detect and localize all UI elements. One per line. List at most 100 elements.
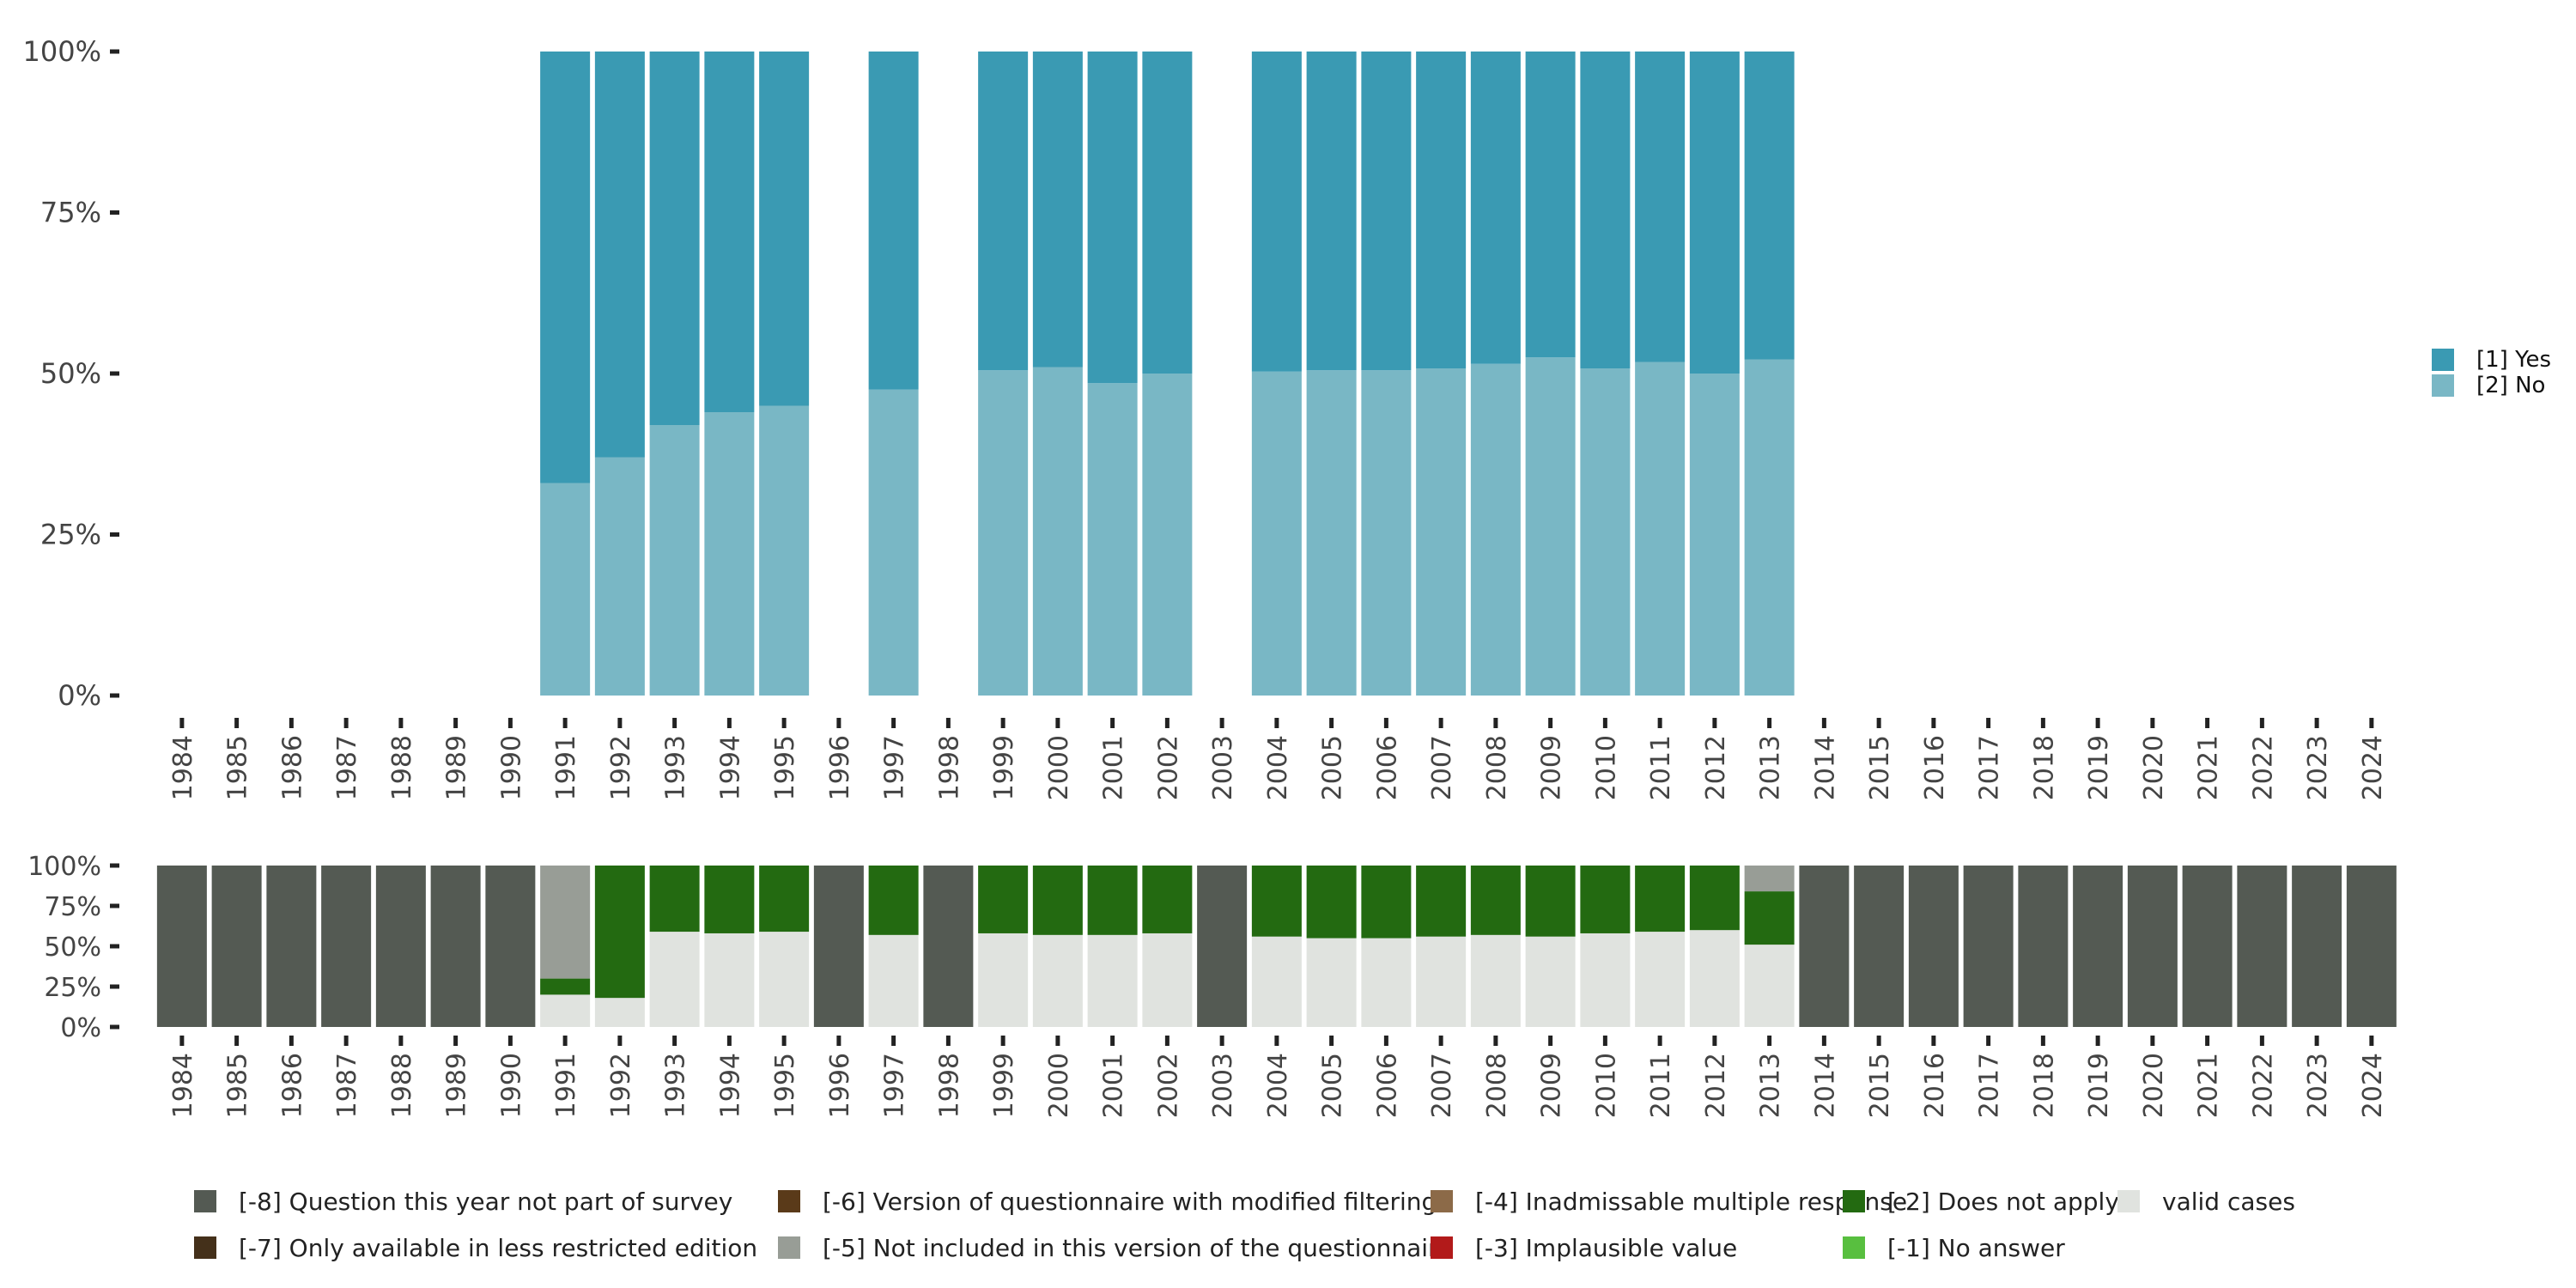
y-tick-label: 75% <box>40 197 101 229</box>
legend-label: [2] No <box>2476 373 2546 398</box>
bar-segment-1992-s0 <box>594 998 645 1027</box>
legend-label: [-6] Version of questionnaire with modif… <box>823 1187 1437 1216</box>
bar-segment-1994-s1 <box>704 52 755 412</box>
bar-segment-2013-s1 <box>1744 52 1795 360</box>
legend-item: [-2] Does not apply <box>1843 1188 2119 1216</box>
x-tick-label-2022: 2022 <box>2248 1053 2278 1118</box>
legend-item: [-4] Inadmissable multiple response <box>1431 1188 1907 1216</box>
x-tick-label-1988: 1988 <box>387 1053 417 1118</box>
x-tick-label-2018: 2018 <box>2029 735 2059 800</box>
x-tick-label-2006: 2006 <box>1372 1053 1402 1118</box>
bar-segment-2011-s0 <box>1635 361 1686 696</box>
x-tick-label-2003: 2003 <box>1208 735 1238 800</box>
bar-segment-1999-s1 <box>978 866 1029 933</box>
bar-segment-2005-s1 <box>1306 866 1357 939</box>
x-tick-label-1987: 1987 <box>332 735 362 800</box>
x-tick-label-1994: 1994 <box>715 735 745 800</box>
x-tick-label-2004: 2004 <box>1263 735 1293 800</box>
bottom-legend: [-8] Question this year not part of surv… <box>194 1178 2512 1271</box>
x-tick-label-2021: 2021 <box>2194 1053 2224 1118</box>
legend-label: [-7] Only available in less restricted e… <box>239 1233 758 1262</box>
x-tick-label-1996: 1996 <box>825 1053 855 1118</box>
x-tick-label-2005: 2005 <box>1318 735 1348 800</box>
x-tick-label-1997: 1997 <box>880 735 910 800</box>
y-tick-label: 100% <box>27 852 101 882</box>
bar-segment-2009-s1 <box>1525 52 1576 358</box>
x-tick-label-1999: 1999 <box>989 735 1019 800</box>
bar-segment-2007-s1 <box>1416 866 1467 937</box>
bar-segment-1997-s1 <box>868 866 919 935</box>
bar-segment-2024-s3 <box>2346 866 2397 1027</box>
x-tick-label-2012: 2012 <box>1701 735 1731 800</box>
x-tick-label-2020: 2020 <box>2139 735 2169 800</box>
bar-segment-1991-s2 <box>540 866 591 979</box>
bar-segment-1995-s1 <box>759 52 810 406</box>
bar-segment-1992-s1 <box>594 52 645 458</box>
x-tick-label-1987: 1987 <box>332 1053 362 1118</box>
bar-segment-2004-s1 <box>1251 52 1302 372</box>
x-tick-label-1991: 1991 <box>551 735 581 800</box>
legend-swatch <box>1843 1236 1865 1259</box>
x-tick-label-1989: 1989 <box>442 735 472 800</box>
bar-segment-1999-s0 <box>978 370 1029 696</box>
legend-label: [-3] Implausible value <box>1475 1233 1738 1262</box>
bar-segment-2006-s1 <box>1361 52 1412 371</box>
bar-segment-2014-s3 <box>1799 866 1850 1027</box>
x-tick-label-1988: 1988 <box>387 735 417 800</box>
bar-segment-2000-s0 <box>1032 934 1083 1027</box>
x-tick-label-1995: 1995 <box>770 735 800 800</box>
bar-segment-2011-s1 <box>1635 52 1686 362</box>
bar-segment-2005-s0 <box>1306 370 1357 696</box>
x-tick-label-1998: 1998 <box>934 735 964 800</box>
x-tick-label-1986: 1986 <box>277 735 307 800</box>
bar-segment-1997-s0 <box>868 389 919 696</box>
x-tick-label-2021: 2021 <box>2194 735 2224 800</box>
x-tick-label-1995: 1995 <box>770 1053 800 1118</box>
legend-item: [1] Yes <box>2432 347 2551 373</box>
bar-segment-2018-s3 <box>2018 866 2069 1027</box>
x-tick-label-2024: 2024 <box>2358 735 2388 800</box>
x-tick-label-2009: 2009 <box>1537 735 1567 800</box>
bar-segment-2010-s0 <box>1580 368 1631 696</box>
x-tick-label-1989: 1989 <box>442 1053 472 1118</box>
bar-segment-2006-s0 <box>1361 938 1412 1027</box>
x-tick-label-1984: 1984 <box>168 735 198 800</box>
bar-segment-2006-s1 <box>1361 866 1412 939</box>
bar-segment-2010-s1 <box>1580 52 1631 368</box>
bar-segment-1991-s1 <box>540 52 591 483</box>
x-tick-label-2016: 2016 <box>1920 735 1950 800</box>
bar-segment-2010-s0 <box>1580 933 1631 1027</box>
bar-segment-2008-s0 <box>1470 934 1521 1027</box>
bar-segment-2001-s0 <box>1087 383 1138 696</box>
legend-label: [1] Yes <box>2476 347 2552 373</box>
bar-segment-1992-s0 <box>594 457 645 696</box>
bar-segment-2012-s0 <box>1689 930 1740 1027</box>
x-tick-label-2014: 2014 <box>1810 735 1840 800</box>
x-tick-label-2011: 2011 <box>1646 735 1676 800</box>
legend-item: [-7] Only available in less restricted e… <box>194 1234 757 1262</box>
bar-segment-1996-s3 <box>813 866 864 1027</box>
x-tick-label-1996: 1996 <box>825 735 855 800</box>
bar-segment-1987-s3 <box>321 866 372 1027</box>
bar-segment-2022-s3 <box>2237 866 2287 1027</box>
x-tick-label-2000: 2000 <box>1044 1053 1074 1118</box>
x-tick-label-2010: 2010 <box>1591 735 1621 800</box>
x-tick-label-2018: 2018 <box>2029 1053 2059 1118</box>
bar-segment-2007-s1 <box>1416 52 1467 368</box>
bar-segment-2020-s3 <box>2127 866 2178 1027</box>
legend-label: valid cases <box>2162 1187 2295 1216</box>
legend-label: [-8] Question this year not part of surv… <box>239 1187 733 1216</box>
bar-segment-2009-s0 <box>1525 936 1576 1027</box>
x-tick-label-2007: 2007 <box>1427 1053 1457 1118</box>
x-tick-label-2020: 2020 <box>2139 1053 2169 1118</box>
legend-label: [-4] Inadmissable multiple response <box>1475 1187 1908 1216</box>
x-tick-label-2015: 2015 <box>1865 735 1895 800</box>
bar-segment-2011-s0 <box>1635 932 1686 1027</box>
x-tick-label-2013: 2013 <box>1756 735 1786 800</box>
legend-swatch <box>1431 1236 1453 1259</box>
x-tick-label-2014: 2014 <box>1810 1053 1840 1118</box>
x-tick-label-2001: 2001 <box>1099 1053 1129 1118</box>
bar-segment-1995-s0 <box>759 932 810 1027</box>
x-tick-label-2017: 2017 <box>1975 735 2005 800</box>
bar-segment-2005-s1 <box>1306 52 1357 371</box>
